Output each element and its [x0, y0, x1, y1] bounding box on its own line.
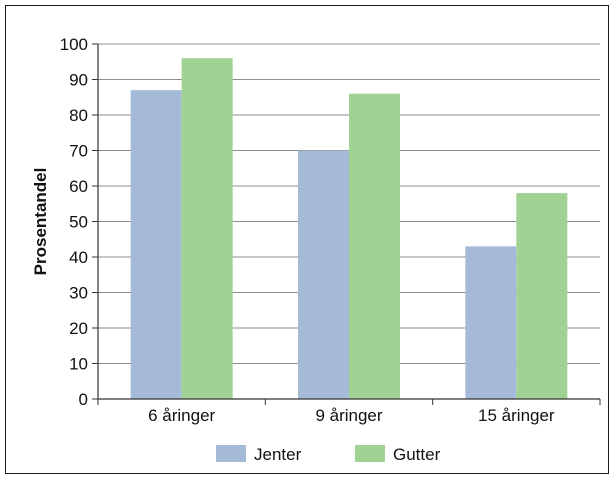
bar-jenter-2 [465, 246, 517, 399]
legend-swatch-jenter [216, 445, 246, 462]
legend-swatch-gutter [355, 445, 385, 462]
x-tick-labels: 6 åringer 9 åringer 15 åringer [148, 406, 555, 425]
y-tick-label: 0 [79, 390, 88, 409]
axes [92, 43, 601, 405]
bar-gutter-0 [181, 58, 233, 399]
y-tick-labels: 0 10 20 30 40 50 60 70 80 90 100 [60, 35, 88, 409]
x-tick-label: 6 åringer [148, 406, 215, 425]
y-tick-label: 40 [69, 248, 88, 267]
y-tick-label: 10 [69, 355, 88, 374]
y-tick-label: 20 [69, 319, 88, 338]
x-tick-label: 9 åringer [315, 406, 382, 425]
bar-jenter-0 [130, 90, 182, 400]
bar-gutter-1 [349, 93, 400, 399]
y-tick-label: 60 [69, 177, 88, 196]
y-tick-label: 90 [69, 71, 88, 90]
bars [130, 58, 568, 400]
x-tick-label: 15 åringer [478, 406, 555, 425]
y-axis-title: Prosentandel [31, 168, 50, 276]
y-tick-label: 80 [69, 106, 88, 125]
y-tick-label: 50 [69, 213, 88, 232]
legend: Jenter Gutter [216, 445, 441, 464]
bar-gutter-2 [516, 193, 568, 399]
legend-label-gutter: Gutter [393, 445, 441, 464]
bar-jenter-1 [298, 150, 349, 399]
legend-label-jenter: Jenter [254, 445, 302, 464]
y-tick-label: 100 [60, 35, 88, 54]
y-tick-label: 70 [69, 142, 88, 161]
y-tick-label: 30 [69, 284, 88, 303]
